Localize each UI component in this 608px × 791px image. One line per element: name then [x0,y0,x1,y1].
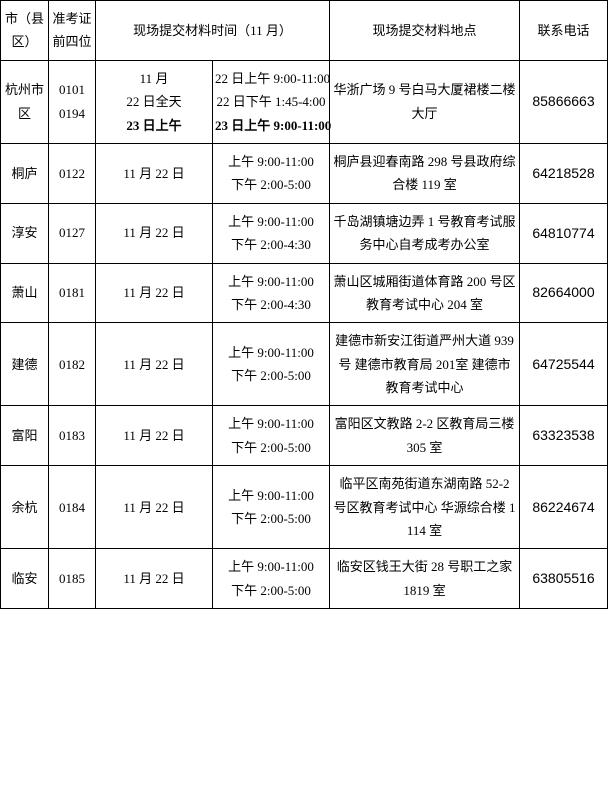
cell-addr: 华浙广场 9 号白马大厦裙楼二楼大厅 [330,60,520,143]
date-line: 22 日全天 [126,94,181,109]
time-line: 22 日上午 9:00-11:00 [215,71,330,86]
table-row: 富阳 0183 11 月 22 日 上午 9:00-11:00 下午 2:00-… [1,406,608,466]
table-row: 萧山 0181 11 月 22 日 上午 9:00-11:00 下午 2:00-… [1,263,608,323]
time-line: 下午 2:00-5:00 [231,368,311,383]
cell-time: 22 日上午 9:00-11:00 22 日下午 1:45-4:00 23 日上… [213,60,330,143]
cell-city: 富阳 [1,406,49,466]
time-line: 22 日下午 1:45-4:00 [216,94,325,109]
header-phone: 联系电话 [520,1,608,61]
time-line: 下午 2:00-5:00 [231,511,311,526]
cell-code: 0101 0194 [49,60,96,143]
cell-phone: 63323538 [520,406,608,466]
time-line: 下午 2:00-5:00 [231,177,311,192]
header-city: 市（县区） [1,1,49,61]
cell-time: 上午 9:00-11:00 下午 2:00-5:00 [213,466,330,549]
cell-date: 11 月 22 日 [96,549,213,609]
cell-phone: 82664000 [520,263,608,323]
date-line: 23 日上午 [126,118,181,133]
cell-phone: 64810774 [520,203,608,263]
table-row: 建德 0182 11 月 22 日 上午 9:00-11:00 下午 2:00-… [1,323,608,406]
cell-addr: 千岛湖镇塘边弄 1 号教育考试服务中心自考成考办公室 [330,203,520,263]
cell-addr: 桐庐县迎春南路 298 号县政府综合楼 119 室 [330,143,520,203]
cell-time: 上午 9:00-11:00 下午 2:00-5:00 [213,406,330,466]
code-line: 0194 [59,106,85,121]
cell-time: 上午 9:00-11:00 下午 2:00-5:00 [213,143,330,203]
date-line: 11 月 [140,71,169,86]
cell-city: 萧山 [1,263,49,323]
cell-phone: 64218528 [520,143,608,203]
cell-city: 桐庐 [1,143,49,203]
cell-phone: 85866663 [520,60,608,143]
cell-code: 0183 [49,406,96,466]
cell-time: 上午 9:00-11:00 下午 2:00-5:00 [213,549,330,609]
table-row: 临安 0185 11 月 22 日 上午 9:00-11:00 下午 2:00-… [1,549,608,609]
time-line: 下午 2:00-5:00 [231,440,311,455]
cell-date: 11 月 22 日 [96,203,213,263]
time-line: 上午 9:00-11:00 [228,559,314,574]
code-line: 0101 [59,82,85,97]
cell-time: 上午 9:00-11:00 下午 2:00-5:00 [213,323,330,406]
header-time: 现场提交材料时间（11 月） [96,1,330,61]
time-line: 上午 9:00-11:00 [228,154,314,169]
cell-city: 建德 [1,323,49,406]
time-line: 上午 9:00-11:00 [228,416,314,431]
time-line: 下午 2:00-5:00 [231,583,311,598]
cell-code: 0185 [49,549,96,609]
time-line: 上午 9:00-11:00 [228,214,314,229]
cell-code: 0181 [49,263,96,323]
cell-city: 余杭 [1,466,49,549]
cell-date: 11 月 22 日 [96,466,213,549]
header-code: 准考证前四位 [49,1,96,61]
cell-date: 11 月 22 日 [96,143,213,203]
time-line: 上午 9:00-11:00 [228,488,314,503]
header-addr: 现场提交材料地点 [330,1,520,61]
table-row: 桐庐 0122 11 月 22 日 上午 9:00-11:00 下午 2:00-… [1,143,608,203]
time-line: 下午 2:00-4:30 [231,237,311,252]
cell-addr: 建德市新安江街道严州大道 939 号 建德市教育局 201室 建德市教育考试中心 [330,323,520,406]
cell-phone: 63805516 [520,549,608,609]
cell-city: 淳安 [1,203,49,263]
table-row: 余杭 0184 11 月 22 日 上午 9:00-11:00 下午 2:00-… [1,466,608,549]
cell-code: 0184 [49,466,96,549]
cell-addr: 萧山区城厢街道体育路 200 号区教育考试中心 204 室 [330,263,520,323]
cell-date: 11 月 22 日 [96,323,213,406]
cell-code: 0182 [49,323,96,406]
cell-phone: 64725544 [520,323,608,406]
cell-code: 0122 [49,143,96,203]
table-row: 淳安 0127 11 月 22 日 上午 9:00-11:00 下午 2:00-… [1,203,608,263]
cell-code: 0127 [49,203,96,263]
cell-city: 杭州市区 [1,60,49,143]
cell-addr: 富阳区文教路 2-2 区教育局三楼 305 室 [330,406,520,466]
time-line: 下午 2:00-4:30 [231,297,311,312]
cell-addr: 临安区钱王大街 28 号职工之家 1819 室 [330,549,520,609]
time-line: 23 日上午 9:00-11:00 [215,118,331,133]
cell-addr: 临平区南苑街道东湖南路 52-2 号区教育考试中心 华源综合楼 1114 室 [330,466,520,549]
time-line: 上午 9:00-11:00 [228,274,314,289]
cell-time: 上午 9:00-11:00 下午 2:00-4:30 [213,263,330,323]
time-line: 上午 9:00-11:00 [228,345,314,360]
cell-date: 11 月 22 日 [96,263,213,323]
header-row: 市（县区） 准考证前四位 现场提交材料时间（11 月） 现场提交材料地点 联系电… [1,1,608,61]
cell-date: 11 月 22 日 [96,406,213,466]
schedule-table: 市（县区） 准考证前四位 现场提交材料时间（11 月） 现场提交材料地点 联系电… [0,0,608,609]
cell-time: 上午 9:00-11:00 下午 2:00-4:30 [213,203,330,263]
cell-city: 临安 [1,549,49,609]
cell-date: 11 月 22 日全天 23 日上午 [96,60,213,143]
cell-phone: 86224674 [520,466,608,549]
table-row: 杭州市区 0101 0194 11 月 22 日全天 23 日上午 22 日上午… [1,60,608,143]
